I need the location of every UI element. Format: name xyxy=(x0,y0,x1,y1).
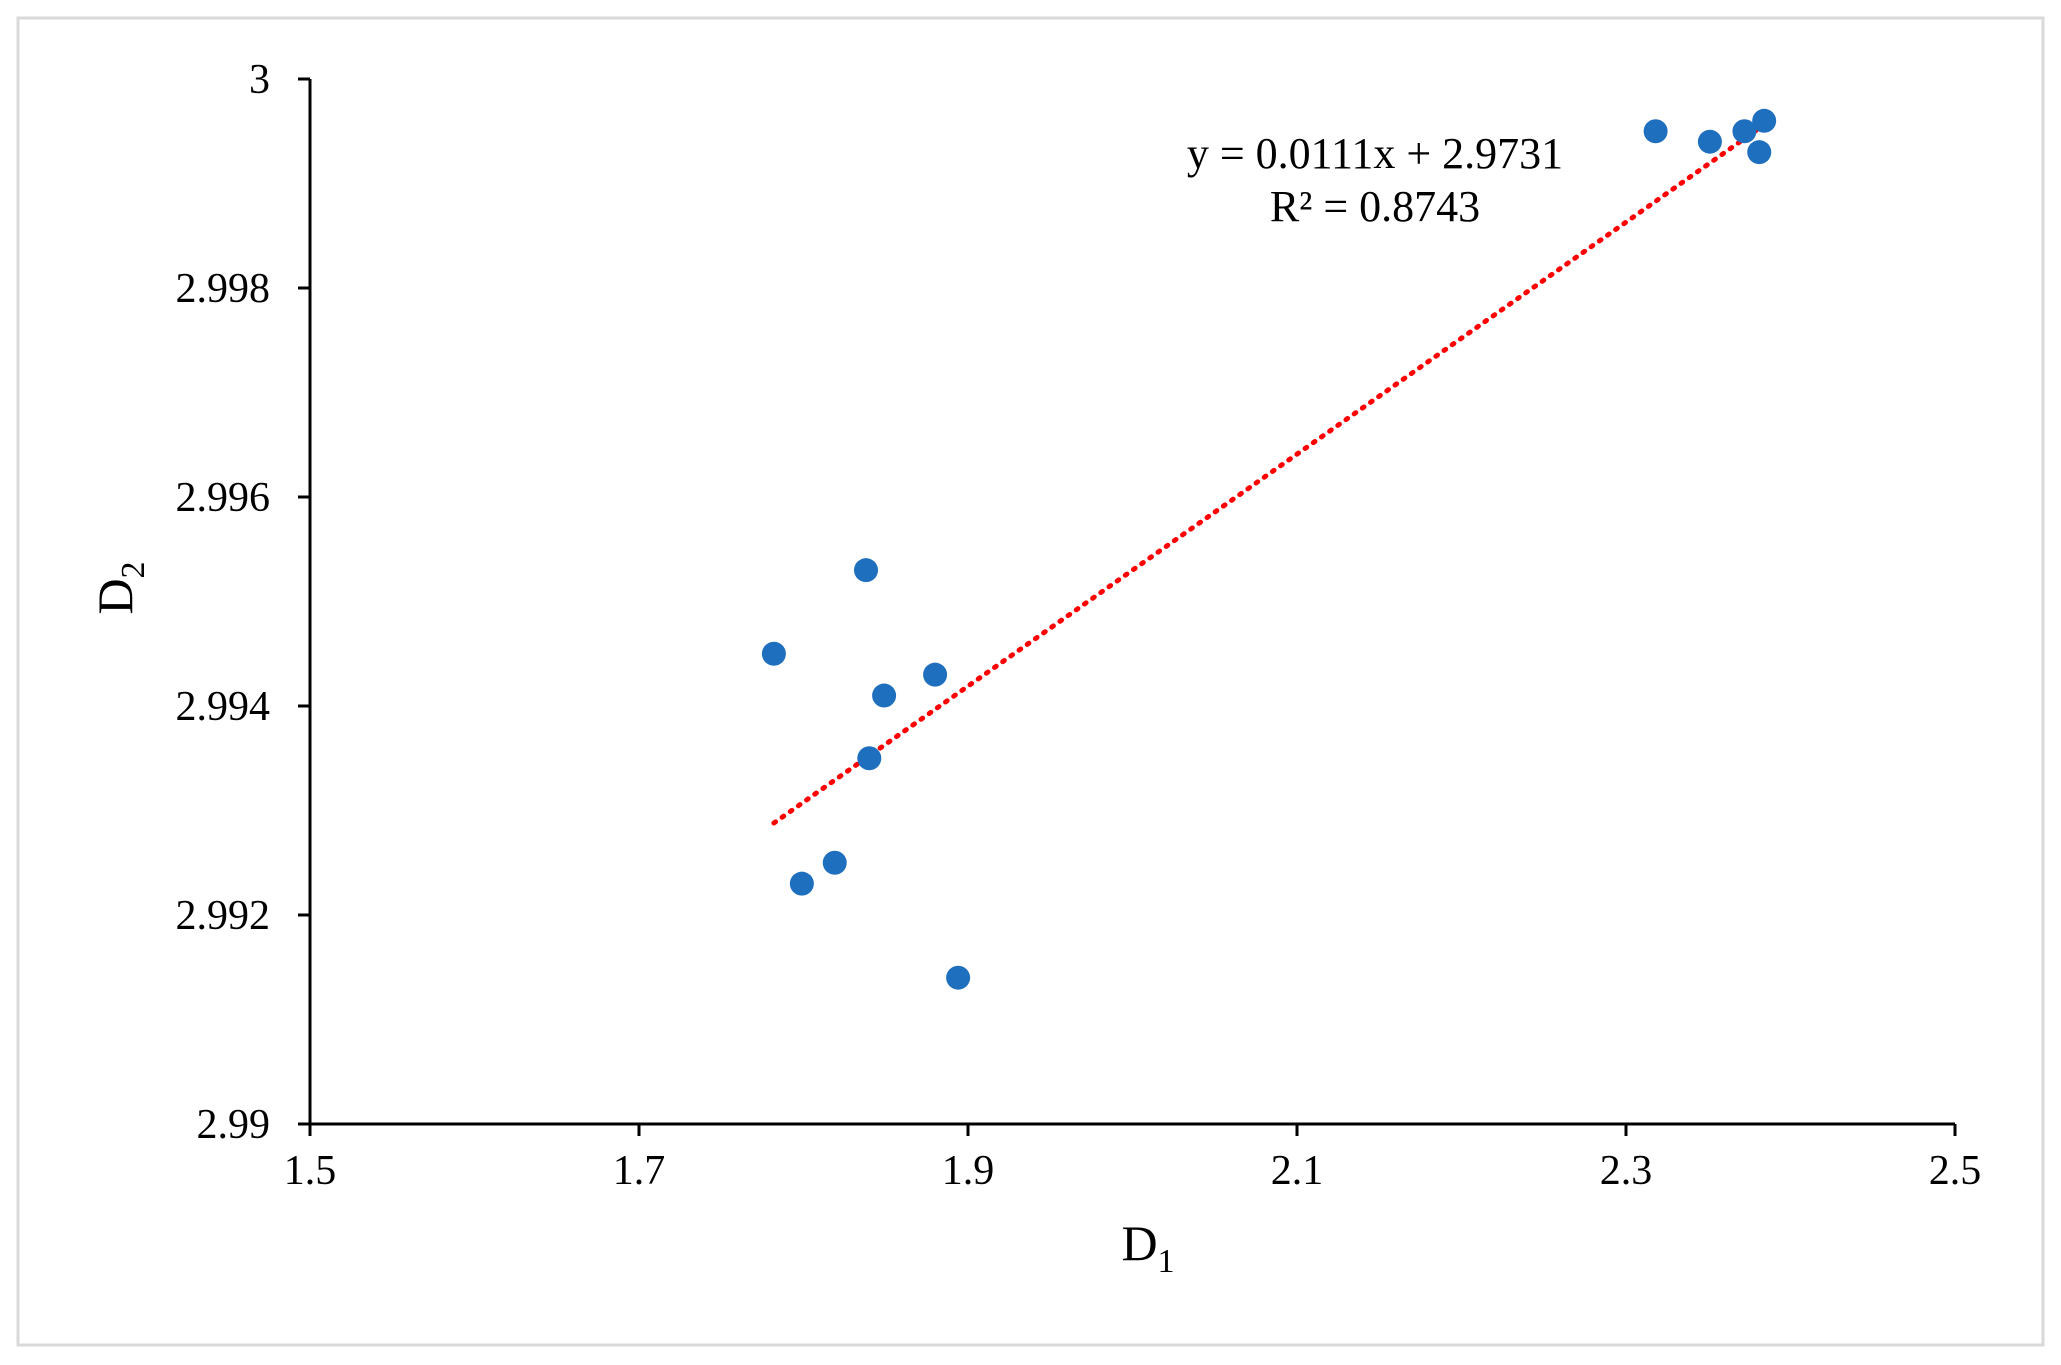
trendline-equation: y = 0.0111x + 2.9731 xyxy=(1187,129,1563,178)
data-point xyxy=(1732,119,1757,144)
y-tick-label: 2.994 xyxy=(176,684,271,730)
data-point xyxy=(822,850,847,875)
y-tick-label: 2.99 xyxy=(197,1102,271,1148)
axes xyxy=(308,79,1955,1126)
data-point xyxy=(1747,140,1772,165)
trendline-r-squared: R² = 0.8743 xyxy=(1270,182,1480,231)
data-point xyxy=(761,641,786,666)
x-axis-title: D1 xyxy=(1121,1215,1174,1280)
y-tick-label: 3 xyxy=(249,57,270,103)
data-point xyxy=(1697,129,1722,154)
data-point xyxy=(946,965,971,990)
y-tick-label: 2.992 xyxy=(176,893,271,939)
axis-ticks: 1.5 1.7 1.9 2.1 2.3 2.5 2.99 2.992 2.994 2.996 2.9… xyxy=(176,57,1982,1194)
y-axis-title: D2 xyxy=(87,561,152,614)
x-tick-label: 2.5 xyxy=(1929,1148,1982,1194)
x-tick-label: 2.3 xyxy=(1600,1148,1653,1194)
trendline-layer xyxy=(771,122,1767,826)
data-point xyxy=(923,662,948,687)
y-tick-label: 2.996 xyxy=(176,475,271,521)
data-point xyxy=(1643,119,1668,144)
trendline xyxy=(771,122,1767,826)
data-point xyxy=(1752,108,1777,133)
x-tick-label: 2.1 xyxy=(1271,1148,1324,1194)
data-point xyxy=(872,683,897,708)
x-tick-label: 1.9 xyxy=(942,1148,995,1194)
data-point xyxy=(857,746,882,771)
data-points xyxy=(761,108,1777,990)
x-tick-label: 1.5 xyxy=(284,1148,337,1194)
y-tick-label: 2.998 xyxy=(176,266,271,312)
data-point xyxy=(789,871,814,896)
data-point xyxy=(854,558,879,583)
x-tick-label: 1.7 xyxy=(613,1148,666,1194)
chart-border xyxy=(16,16,2045,1347)
